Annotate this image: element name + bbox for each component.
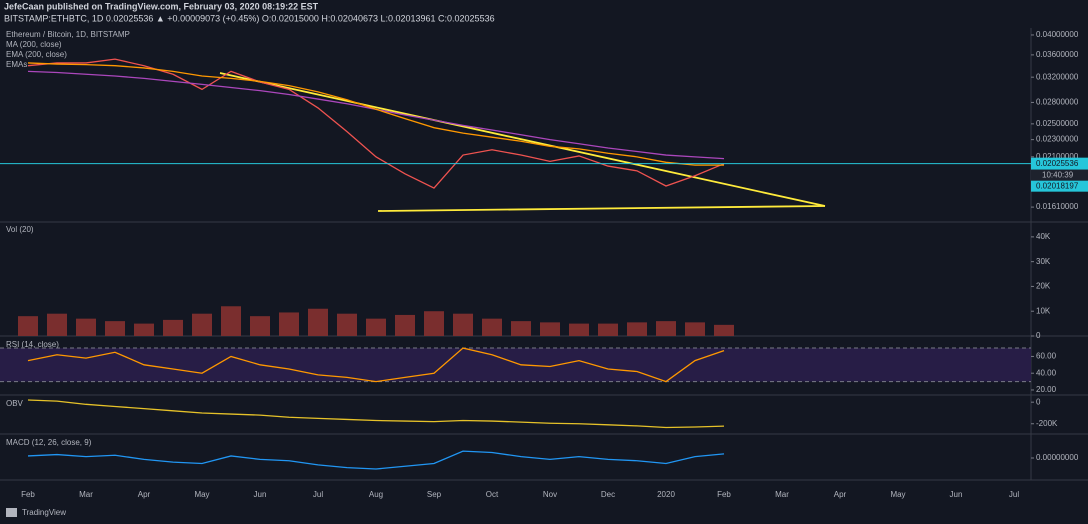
- x-tick-label: Jul: [1009, 490, 1019, 499]
- footer-logo: TradingView: [22, 508, 66, 517]
- y-tick-label: 60.00: [1036, 352, 1057, 361]
- bar: [569, 323, 589, 336]
- pane-title: Vol (20): [6, 225, 34, 234]
- y-tick-label: 0.00000000: [1036, 453, 1079, 462]
- indicator-line: [27, 347, 725, 383]
- legend-entry: EMA (200, close): [6, 50, 67, 59]
- x-tick-label: Mar: [775, 490, 789, 499]
- y-tick-label: 0.01610000: [1036, 202, 1079, 211]
- bar: [221, 306, 241, 336]
- bar: [76, 318, 96, 336]
- y-tick-label: 0.04000000: [1036, 30, 1079, 39]
- y-tick-label: 20.00: [1036, 385, 1057, 394]
- bar: [482, 318, 502, 336]
- y-tick-label: 20K: [1036, 282, 1051, 291]
- legend-entry: EMAs: [6, 60, 27, 69]
- bar: [627, 322, 647, 336]
- bar: [540, 322, 560, 336]
- logo-icon: [6, 508, 17, 517]
- y-tick-label: 0.03200000: [1036, 72, 1079, 81]
- x-tick-label: Jun: [254, 490, 267, 499]
- y-tick-label: 0.03600000: [1036, 50, 1079, 59]
- y-tick-label: 40.00: [1036, 368, 1057, 377]
- bar: [250, 316, 270, 336]
- bar: [511, 321, 531, 336]
- bar: [192, 313, 212, 336]
- x-tick-label: Apr: [138, 490, 151, 499]
- x-tick-label: Nov: [543, 490, 557, 499]
- x-tick-label: Oct: [486, 490, 499, 499]
- upper-trendline: [219, 72, 826, 207]
- x-tick-label: Sep: [427, 490, 442, 499]
- bar: [308, 308, 328, 336]
- bar: [453, 313, 473, 336]
- x-tick-label: May: [194, 490, 209, 499]
- y-tick-label: 40K: [1036, 232, 1051, 241]
- bar: [18, 316, 38, 336]
- author-line: JefeCaan published on TradingView.com, F…: [4, 1, 319, 11]
- bar: [685, 322, 705, 336]
- legend-entry: Ethereum / Bitcoin, 1D, BITSTAMP: [6, 30, 130, 39]
- bar: [163, 319, 183, 336]
- time-box: [1031, 169, 1088, 181]
- x-tick-label: Feb: [717, 490, 731, 499]
- y-tick-label: 0.02100000: [1036, 152, 1079, 161]
- y-tick-label: 0.02500000: [1036, 119, 1079, 128]
- x-tick-label: Mar: [79, 490, 93, 499]
- bar: [337, 313, 357, 336]
- x-tick-label: Feb: [21, 490, 35, 499]
- x-tick-label: Aug: [369, 490, 383, 499]
- pane-title: RSI (14, close): [6, 340, 59, 349]
- bar: [714, 324, 734, 336]
- x-tick-label: Jun: [950, 490, 963, 499]
- x-tick-label: Jul: [313, 490, 323, 499]
- bar: [598, 323, 618, 336]
- ma-price-box: [1031, 180, 1088, 192]
- indicator-line: [27, 450, 725, 470]
- x-tick-label: Dec: [601, 490, 615, 499]
- x-tick-label: May: [890, 490, 905, 499]
- series-line: [27, 58, 725, 189]
- y-tick-label: 0: [1036, 331, 1041, 340]
- bar: [134, 323, 154, 336]
- y-tick-label: 30K: [1036, 257, 1051, 266]
- bar: [395, 314, 415, 336]
- bar: [105, 321, 125, 336]
- bar: [279, 312, 299, 336]
- bar: [424, 311, 444, 336]
- bar: [656, 321, 676, 336]
- y-tick-label: 0.02800000: [1036, 98, 1079, 107]
- symbol-line: BITSTAMP:ETHBTC, 1D 0.02025536 ▲ +0.0000…: [4, 13, 495, 23]
- lower-trendline: [377, 205, 826, 212]
- x-tick-label: 2020: [657, 490, 675, 499]
- time-label: 10:40:39: [1042, 170, 1074, 179]
- x-tick-label: Apr: [834, 490, 847, 499]
- bar: [366, 318, 386, 336]
- last-price-label: 0.02025536: [1036, 159, 1079, 168]
- pane-title: OBV: [6, 399, 24, 408]
- y-tick-label: 0.02300000: [1036, 135, 1079, 144]
- y-tick-label: 0: [1036, 397, 1041, 406]
- legend-entry: MA (200, close): [6, 40, 62, 49]
- y-tick-label: 10K: [1036, 306, 1051, 315]
- series-line: [27, 62, 724, 166]
- bar: [47, 313, 67, 336]
- y-tick-label: -200K: [1036, 419, 1058, 428]
- ma-price-label: 0.02018197: [1036, 181, 1079, 190]
- pane-title: MACD (12, 26, close, 9): [6, 438, 92, 447]
- indicator-line: [27, 399, 725, 429]
- last-price-box: [1031, 157, 1088, 170]
- rsi-band: [0, 348, 1031, 382]
